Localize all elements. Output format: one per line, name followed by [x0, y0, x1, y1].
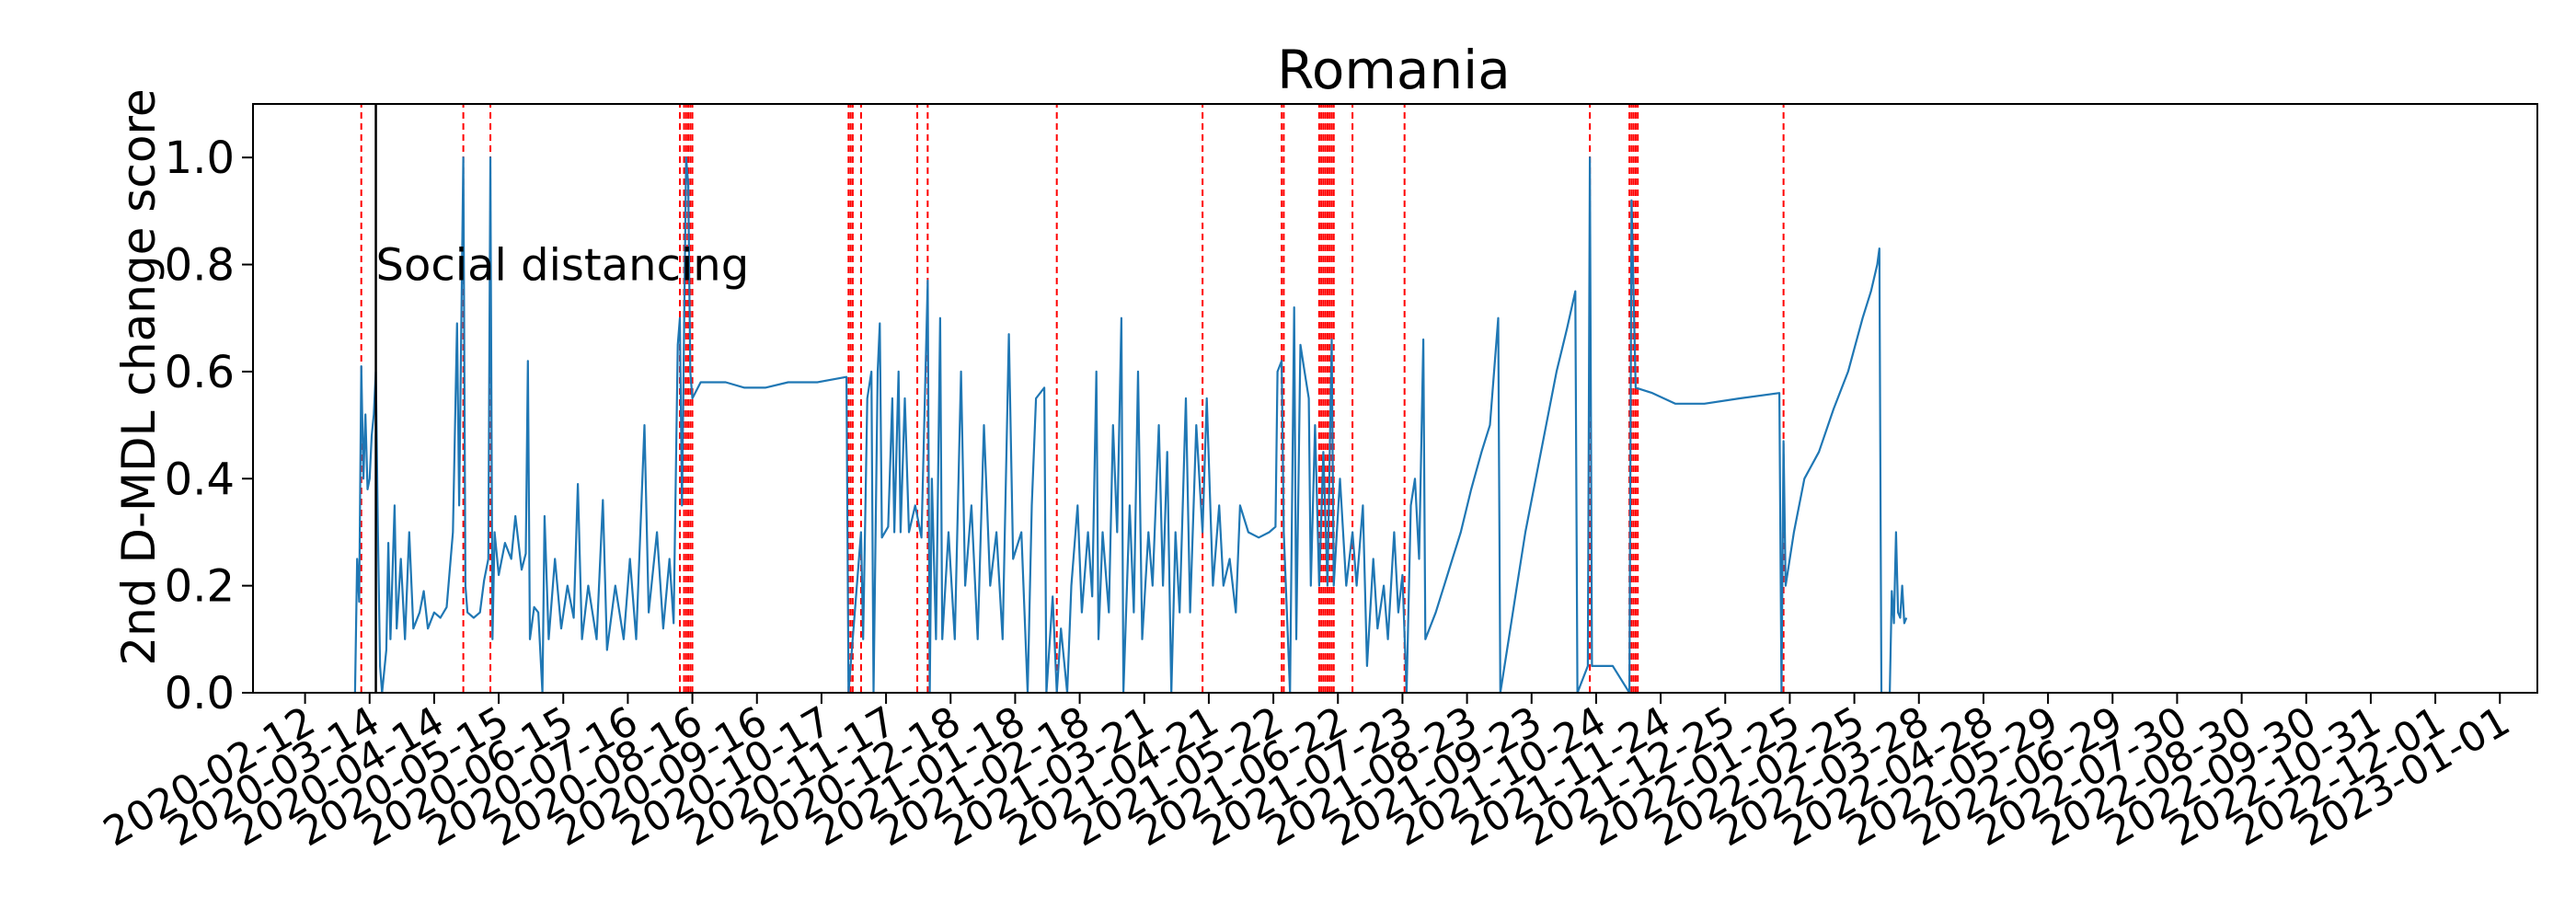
annotation-group: Social distancing	[374, 104, 750, 693]
x-axis: 2020-02-122020-03-142020-04-142020-05-15…	[96, 693, 2518, 856]
annotation-label: Social distancing	[376, 240, 750, 292]
y-axis: 0.0 0.2 0.4 0.6 0.8 1.0	[165, 132, 253, 719]
series-line	[353, 156, 1908, 693]
y-tick-label: 1.0	[165, 132, 235, 184]
y-tick-label: 0.0	[165, 668, 235, 719]
y-tick-label: 0.6	[165, 347, 235, 398]
chart-title: Romania	[1277, 39, 1511, 101]
plot-frame	[252, 103, 2538, 694]
y-tick-label: 0.4	[165, 454, 235, 505]
series-group	[353, 156, 1908, 693]
y-tick-label: 0.2	[165, 561, 235, 613]
y-tick-label: 0.8	[165, 240, 235, 292]
y-axis-label: 2nd D-MDL change score	[112, 88, 166, 665]
